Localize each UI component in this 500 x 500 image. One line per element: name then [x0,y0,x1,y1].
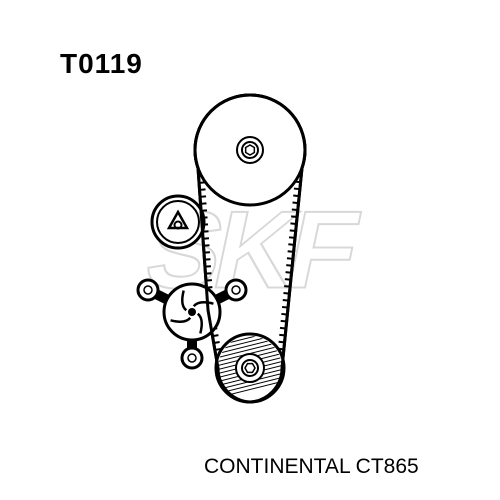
brand-label: CONTINENTAL CT865 [204,455,419,479]
timing-belt-diagram [130,50,370,450]
diagram-frame: T0119 SKF [20,20,480,480]
